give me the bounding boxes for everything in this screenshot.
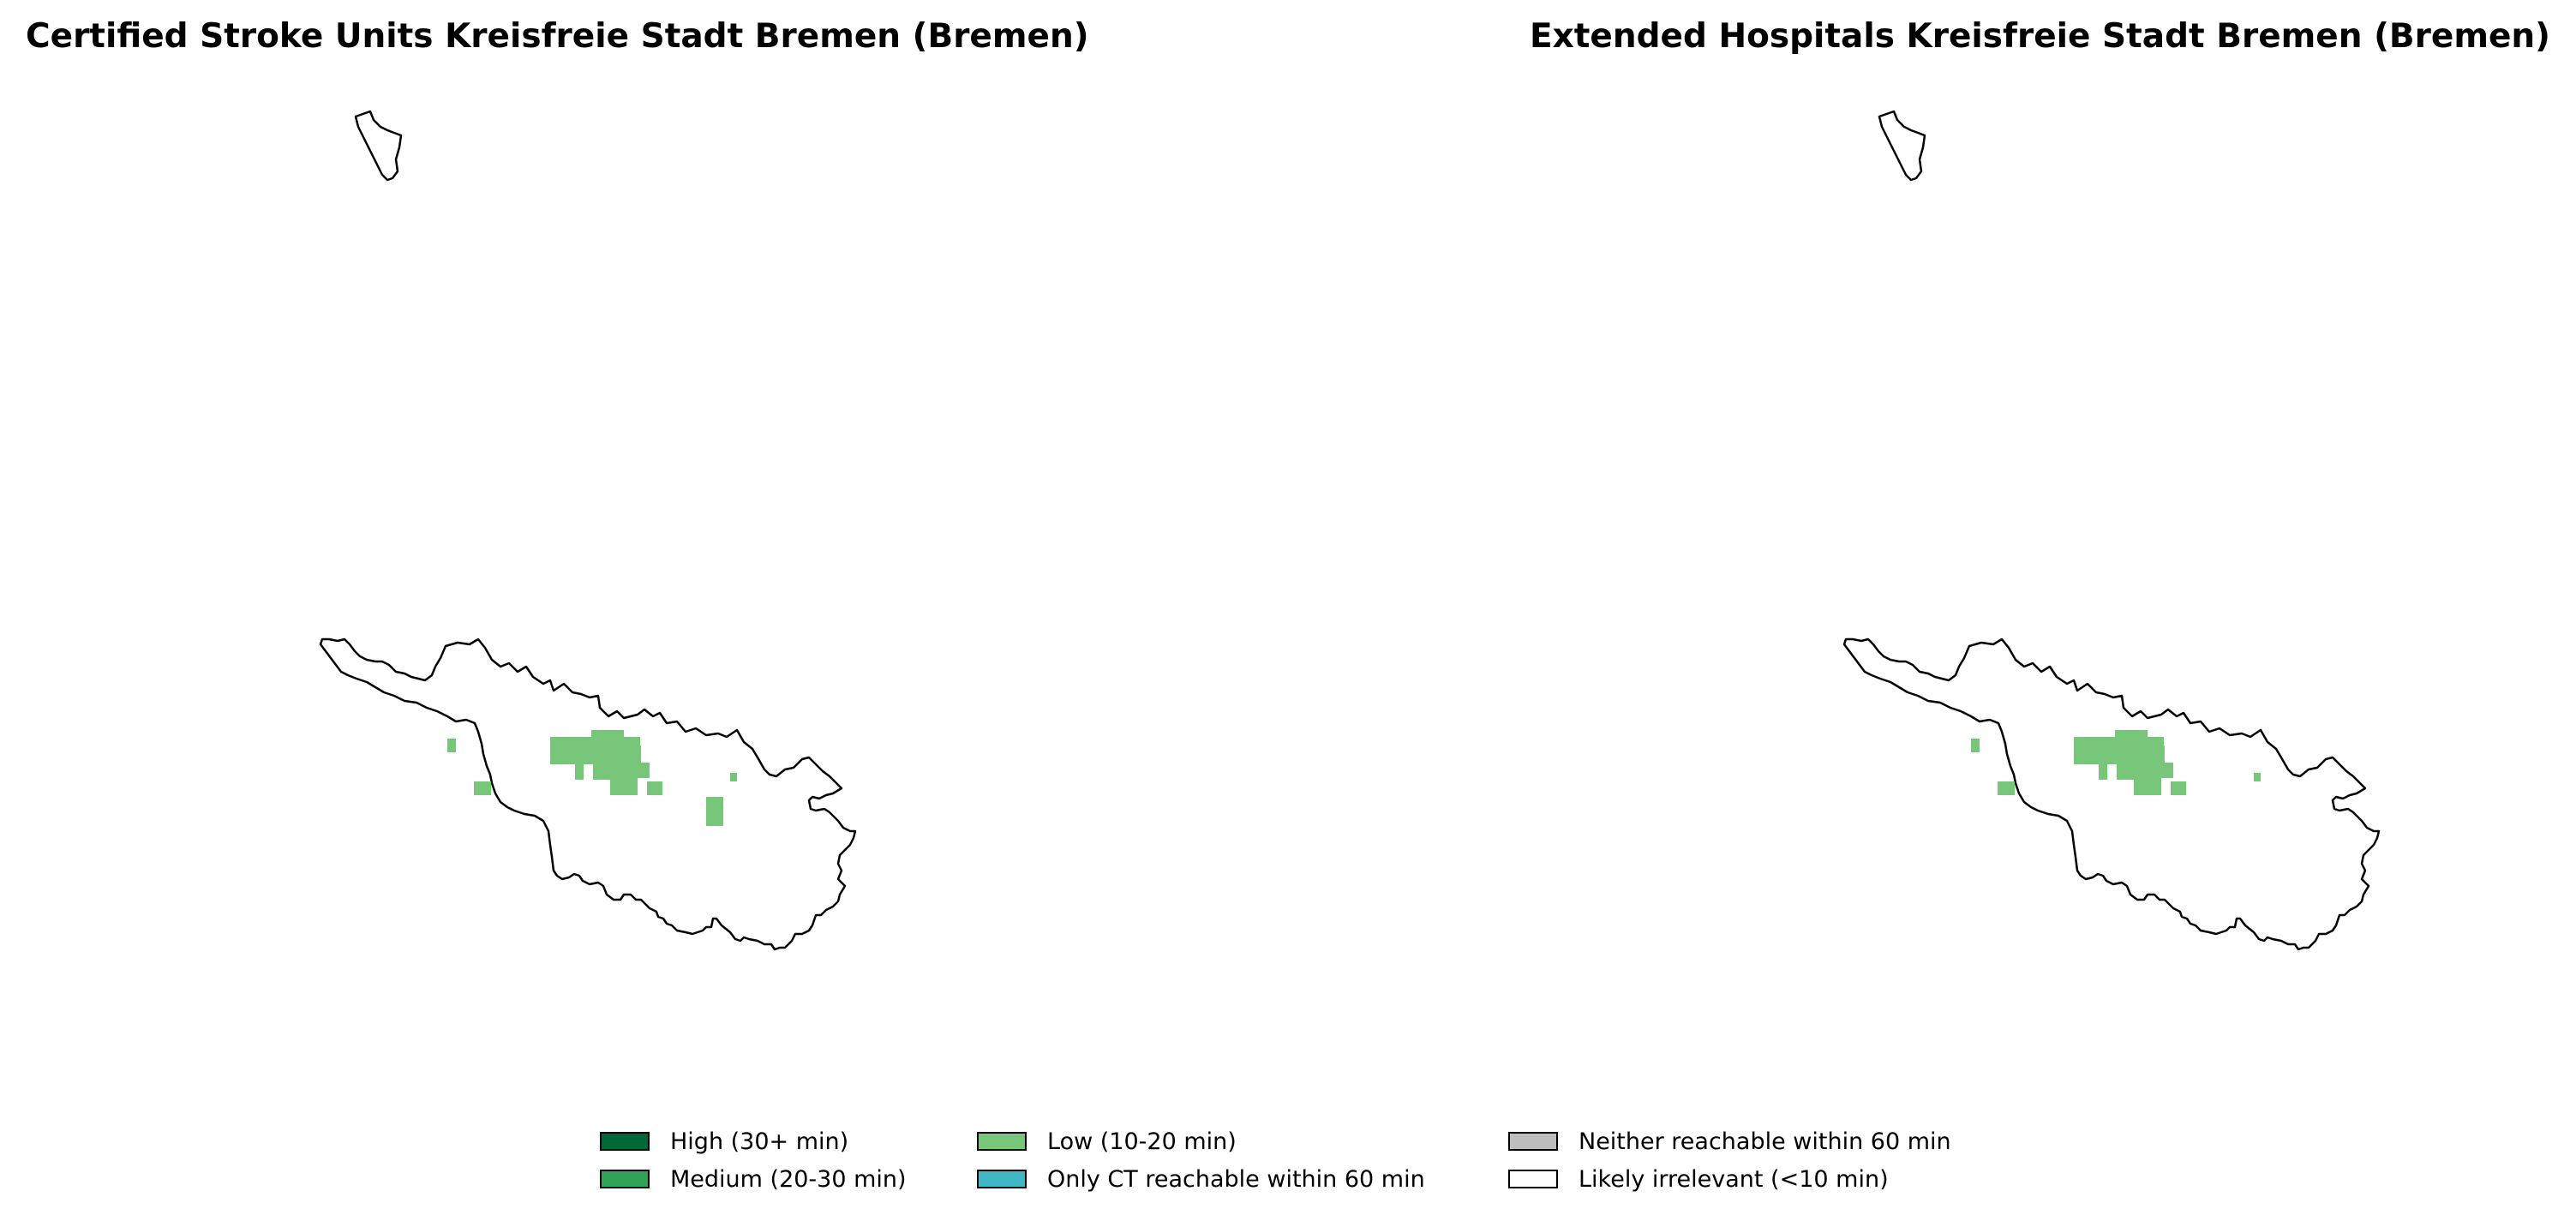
- low-cell: [2115, 730, 2148, 739]
- legend-label-medium: Medium (20-30 min): [670, 1165, 907, 1193]
- legend-swatch-low: [977, 1132, 1027, 1151]
- low-cell: [474, 781, 491, 795]
- low-cell: [1998, 781, 2015, 795]
- low-cell: [593, 764, 610, 780]
- legend-swatch-irrelevant: [1508, 1170, 1558, 1188]
- low-cell: [610, 764, 638, 795]
- legend: High (30+ min) Low (10-20 min) Neither r…: [600, 1128, 2022, 1193]
- map-extended-hospitals: [1842, 110, 2381, 951]
- legend-item-neither: Neither reachable within 60 min: [1508, 1128, 2022, 1155]
- low-cell: [2099, 764, 2107, 780]
- low-cell: [2254, 773, 2261, 781]
- low-cell: [2117, 764, 2134, 780]
- low-cell: [447, 739, 456, 752]
- low-cell: [1971, 739, 1980, 752]
- region-bremerhaven: [354, 110, 403, 182]
- legend-item-low: Low (10-20 min): [977, 1128, 1508, 1155]
- low-cell: [730, 773, 737, 781]
- map-stroke-units: [319, 110, 857, 951]
- low-cell: [591, 730, 624, 739]
- legend-item-only-ct: Only CT reachable within 60 min: [977, 1165, 1508, 1193]
- low-cell: [575, 764, 584, 780]
- legend-label-low: Low (10-20 min): [1047, 1128, 1237, 1155]
- legend-label-only-ct: Only CT reachable within 60 min: [1047, 1165, 1425, 1193]
- legend-item-irrelevant: Likely irrelevant (<10 min): [1508, 1165, 2022, 1193]
- legend-swatch-only-ct: [977, 1170, 1027, 1188]
- legend-swatch-medium: [600, 1170, 650, 1188]
- legend-label-irrelevant: Likely irrelevant (<10 min): [1579, 1165, 1889, 1193]
- legend-swatch-neither: [1508, 1132, 1558, 1151]
- low-cell: [706, 797, 723, 826]
- legend-swatch-high: [600, 1132, 650, 1151]
- low-cell: [2134, 764, 2161, 795]
- low-cell: [647, 781, 662, 795]
- region-bremen-city: [1842, 637, 2381, 951]
- low-cell: [2171, 781, 2186, 795]
- panel-title-stroke-units: Certified Stroke Units Kreisfreie Stadt …: [26, 17, 1089, 56]
- legend-label-neither: Neither reachable within 60 min: [1579, 1128, 1951, 1155]
- low-category-cells: [447, 730, 737, 826]
- low-cell: [2165, 763, 2173, 778]
- low-cell: [641, 763, 650, 778]
- legend-item-medium: Medium (20-30 min): [600, 1165, 977, 1193]
- legend-label-high: High (30+ min): [670, 1128, 849, 1155]
- region-bremerhaven: [1878, 110, 1926, 182]
- low-category-cells: [1971, 730, 2261, 795]
- legend-item-high: High (30+ min): [600, 1128, 977, 1155]
- panel-title-extended-hospitals: Extended Hospitals Kreisfreie Stadt Brem…: [1529, 17, 2550, 56]
- region-bremen-city: [319, 637, 857, 951]
